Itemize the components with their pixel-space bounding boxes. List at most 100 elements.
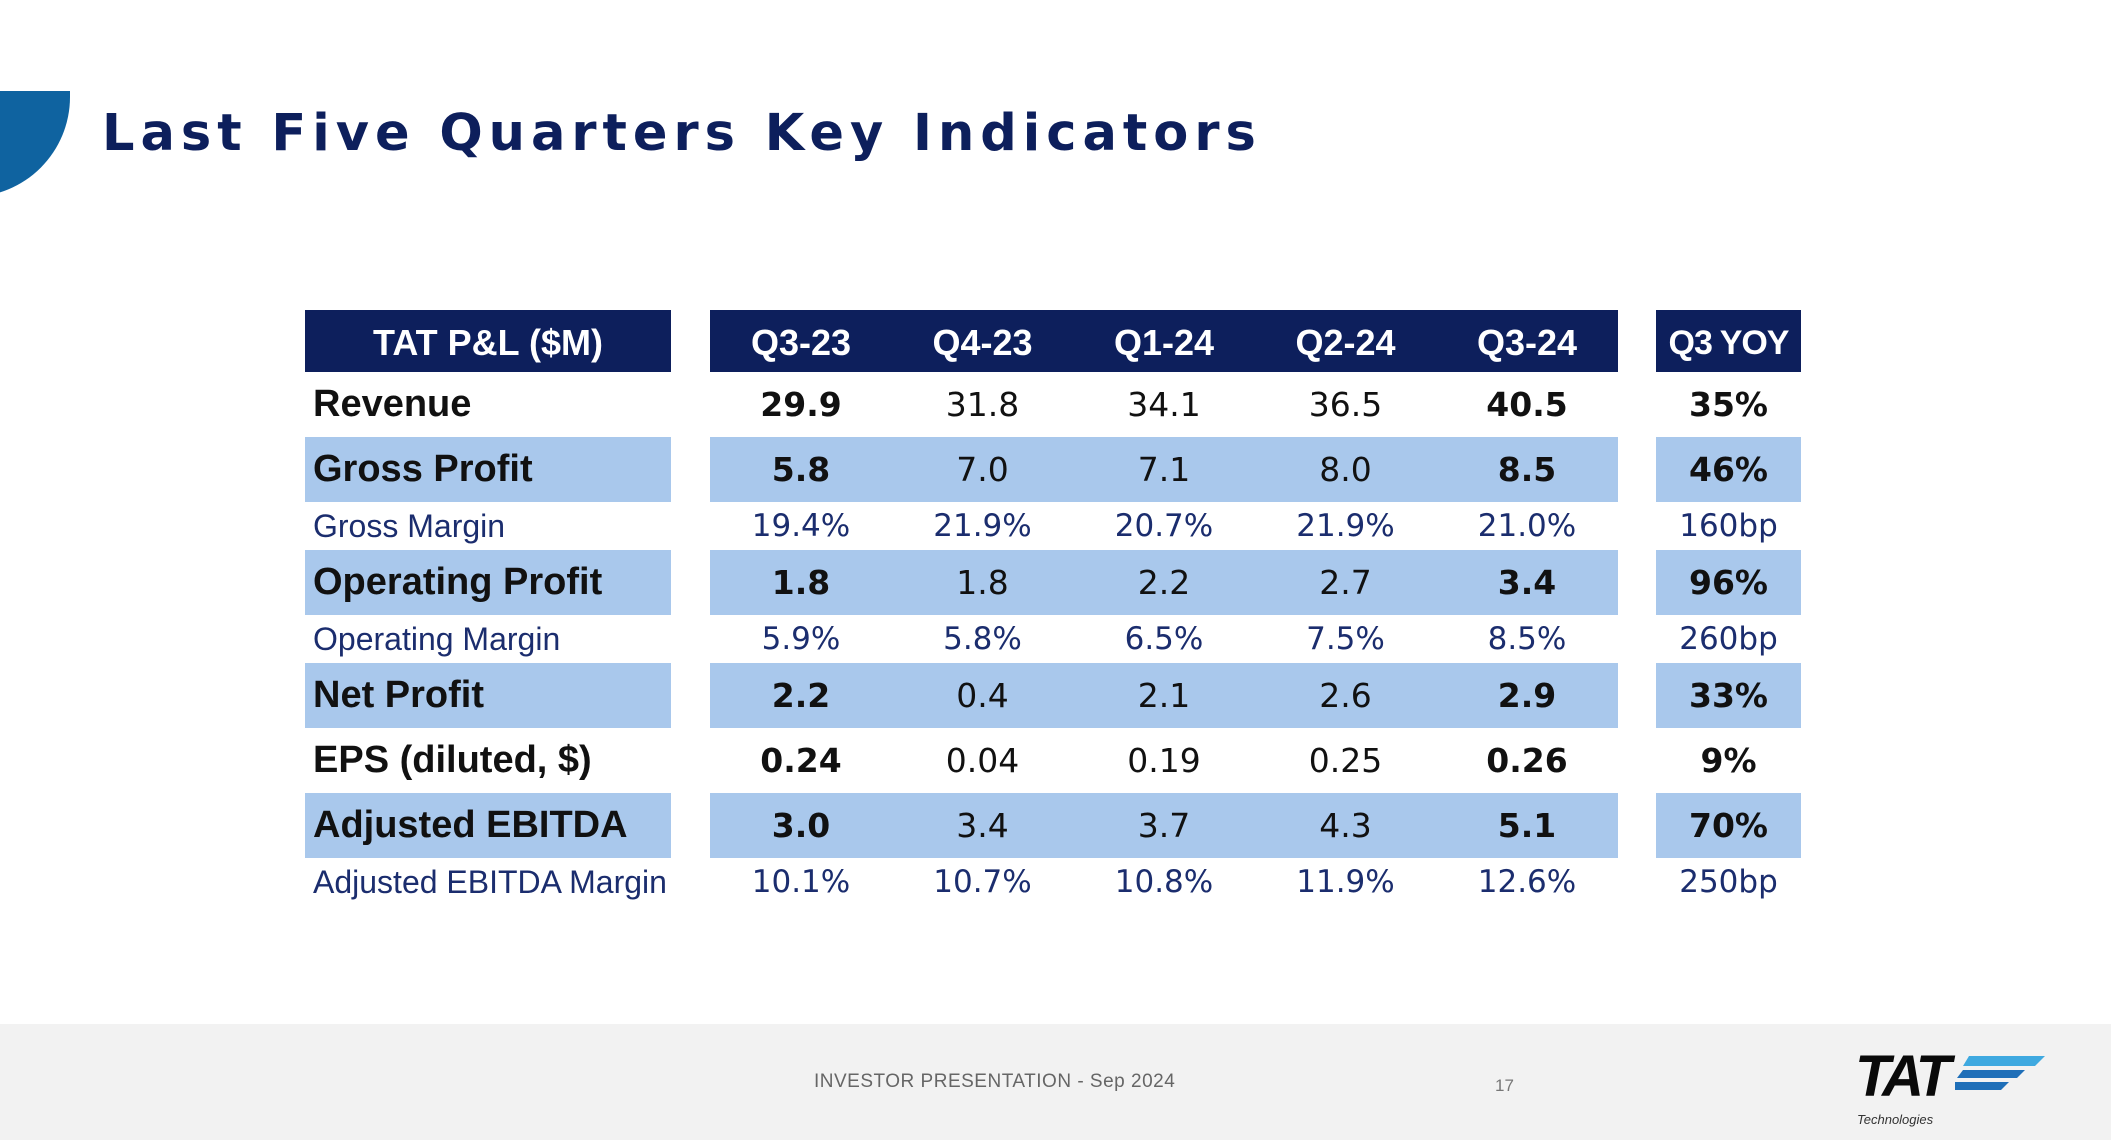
row-value: 20.7% — [1114, 508, 1214, 544]
row-value: 2.6 — [1319, 676, 1372, 715]
row-yoy: 9% — [1700, 741, 1757, 780]
row-value: 8.5% — [1487, 621, 1567, 657]
row-value: 31.8 — [945, 385, 1020, 424]
row-value: 1.8 — [771, 563, 831, 602]
row-value: 10.7% — [933, 864, 1032, 900]
row-value: 19.4% — [751, 508, 851, 544]
row-value: 6.5% — [1124, 621, 1204, 657]
row-value: 2.2 — [771, 676, 831, 715]
row-yoy: 70% — [1689, 806, 1768, 845]
row-yoy: 35% — [1689, 385, 1768, 424]
row-value: 36.5 — [1308, 385, 1383, 424]
table-row: Operating Profit 1.8 1.8 2.2 2.7 3.4 96% — [305, 550, 1801, 615]
row-value: 0.04 — [945, 741, 1020, 780]
table-row: Net Profit 2.2 0.4 2.1 2.6 2.9 33% — [305, 663, 1801, 728]
row-band — [305, 550, 671, 615]
row-label: Net Profit — [313, 674, 484, 716]
row-value: 3.4 — [956, 806, 1009, 845]
row-yoy: 33% — [1689, 676, 1768, 715]
row-value: 3.0 — [771, 806, 831, 845]
row-value: 5.1 — [1497, 806, 1557, 845]
tat-logo: TAT Technologies — [1855, 1042, 2047, 1132]
header-label: TAT P&L ($M) — [373, 322, 603, 363]
logo-subtitle: Technologies — [1857, 1112, 1934, 1127]
row-label: Revenue — [313, 383, 472, 425]
page-number: 17 — [1495, 1076, 1514, 1095]
header-quarter: Q1-24 — [1113, 322, 1215, 363]
row-value: 10.8% — [1114, 864, 1214, 900]
row-value: 2.7 — [1319, 563, 1372, 602]
header-yoy: Q3 YOY — [1668, 323, 1790, 362]
row-yoy: 96% — [1689, 563, 1768, 602]
header-band-yoy — [1656, 310, 1801, 372]
table-header-row: TAT P&L ($M) Q3-23 Q4-23 Q1-24 Q2-24 Q3-… — [305, 310, 1801, 372]
row-yoy: 46% — [1689, 450, 1768, 489]
table-row: Adjusted EBITDA Margin 10.1% 10.7% 10.8%… — [305, 858, 1801, 906]
row-band — [1656, 437, 1801, 502]
row-band — [1656, 550, 1801, 615]
table-row: Adjusted EBITDA 3.0 3.4 3.7 4.3 5.1 70% — [305, 793, 1801, 858]
header-quarter: Q3-23 — [750, 322, 852, 363]
page-title: Last Five Quarters Key Indicators — [102, 104, 1262, 163]
table-row: Operating Margin 5.9% 5.8% 6.5% 7.5% 8.5… — [305, 615, 1801, 663]
row-value: 5.9% — [761, 621, 841, 657]
row-label: Operating Profit — [313, 561, 603, 603]
logo-swoosh-icon — [1955, 1056, 2045, 1090]
row-yoy: 260bp — [1679, 621, 1778, 657]
row-label: Adjusted EBITDA — [313, 804, 628, 846]
row-value: 10.1% — [751, 864, 851, 900]
row-value: 2.9 — [1497, 676, 1557, 715]
row-value: 21.9% — [1296, 508, 1395, 544]
row-value: 12.6% — [1477, 864, 1577, 900]
indicators-table: TAT P&L ($M) Q3-23 Q4-23 Q1-24 Q2-24 Q3-… — [305, 310, 1801, 906]
row-band — [305, 663, 671, 728]
row-value: 5.8 — [771, 450, 831, 489]
row-band — [305, 437, 671, 502]
row-label: Gross Profit — [313, 448, 533, 490]
row-value: 34.1 — [1127, 385, 1201, 424]
footer-text: INVESTOR PRESENTATION - Sep 2024 — [814, 1071, 1176, 1092]
table-row: Revenue 29.9 31.8 34.1 36.5 40.5 35% — [305, 372, 1801, 437]
row-value: 0.26 — [1486, 741, 1568, 780]
footer: INVESTOR PRESENTATION - Sep 2024 17 TAT … — [0, 1024, 2111, 1140]
row-label: EPS (diluted, $) — [313, 739, 592, 781]
row-value: 11.9% — [1296, 864, 1395, 900]
row-value: 4.3 — [1319, 806, 1372, 845]
row-value: 0.4 — [956, 676, 1009, 715]
row-band — [710, 793, 1618, 858]
row-band — [710, 663, 1618, 728]
row-label: Gross Margin — [313, 507, 506, 544]
row-value: 0.24 — [760, 741, 842, 780]
row-value: 3.4 — [1497, 563, 1557, 602]
row-value: 7.1 — [1137, 450, 1191, 489]
row-label: Adjusted EBITDA Margin — [313, 863, 667, 900]
row-value: 8.0 — [1319, 450, 1372, 489]
row-value: 21.0% — [1477, 508, 1577, 544]
row-value: 1.8 — [956, 563, 1009, 602]
header-band-quarters — [710, 310, 1618, 372]
row-value: 2.1 — [1137, 676, 1191, 715]
header-quarter: Q3-24 — [1476, 322, 1578, 363]
table-row: Gross Margin 19.4% 21.9% 20.7% 21.9% 21.… — [305, 502, 1801, 550]
header-quarter: Q2-24 — [1295, 322, 1396, 363]
row-band — [710, 550, 1618, 615]
row-value: 0.25 — [1308, 741, 1383, 780]
row-value: 0.19 — [1127, 741, 1201, 780]
corner-accent — [0, 91, 70, 197]
logo-wordmark: TAT — [1855, 1044, 1951, 1109]
row-band — [305, 793, 671, 858]
header-band-label — [305, 310, 671, 372]
row-value: 21.9% — [933, 508, 1032, 544]
row-value: 5.8% — [943, 621, 1022, 657]
row-value: 2.2 — [1137, 563, 1191, 602]
header-quarter: Q4-23 — [932, 322, 1033, 363]
row-value: 40.5 — [1486, 385, 1568, 424]
row-band — [710, 437, 1618, 502]
row-label: Operating Margin — [313, 620, 561, 657]
table-row: EPS (diluted, $) 0.24 0.04 0.19 0.25 0.2… — [305, 728, 1801, 793]
row-value: 8.5 — [1497, 450, 1557, 489]
row-yoy: 160bp — [1679, 508, 1778, 544]
row-value: 3.7 — [1137, 806, 1191, 845]
table-row: Gross Profit 5.8 7.0 7.1 8.0 8.5 46% — [305, 437, 1801, 502]
row-value: 7.5% — [1306, 621, 1385, 657]
